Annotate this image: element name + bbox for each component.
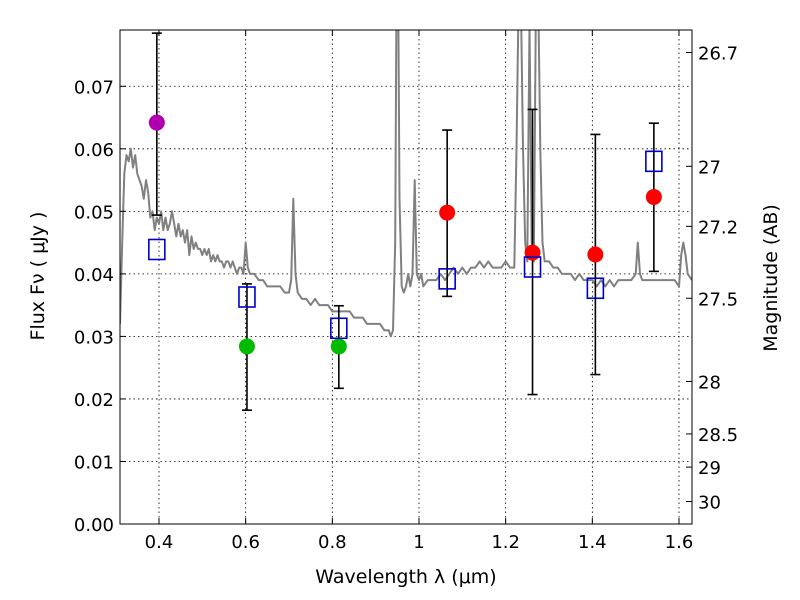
y-tick-label: 0.01: [74, 452, 114, 473]
y-axis-title: Flux Fν ( μJy ): [27, 212, 49, 341]
model-photometry-square: [238, 286, 256, 308]
y-tick-label: 0.05: [74, 202, 114, 223]
right-tick-label: 27: [698, 157, 721, 178]
y-tick-label: 0.02: [74, 390, 114, 411]
detection-point: [439, 204, 456, 221]
right-tick-label: 28.5: [698, 425, 738, 446]
model-photometry-square: [148, 238, 166, 261]
y-tick-label: 0.00: [74, 515, 114, 536]
detection-point: [645, 188, 662, 205]
model-photometry-square: [438, 268, 456, 290]
right-tick-label: 30: [698, 492, 721, 513]
x-tick-label: 0.8: [318, 532, 347, 553]
model-photometry-square: [523, 256, 542, 278]
right-tick-label: 28: [698, 372, 721, 393]
x-tick-label: 1.6: [665, 532, 694, 553]
model-photometry-square: [645, 150, 663, 173]
y-tick-label: 0.06: [74, 140, 114, 161]
right-tick-label: 27.5: [698, 289, 738, 310]
model-spectrum-line: [120, 30, 692, 338]
right-axis-ticks: 26.7 27 27.2 27.5 28 28.5 29 30: [686, 44, 738, 513]
right-tick-label: 29: [698, 458, 721, 479]
model-photometry-square: [330, 317, 348, 340]
plot-area: [120, 30, 692, 411]
x-tick-label: 0.4: [145, 532, 174, 553]
right-tick-label: 27.2: [698, 217, 738, 238]
x-tick-label: 0.6: [231, 532, 260, 553]
right-tick-label: 26.7: [698, 44, 738, 65]
right-axis-title: Magnitude (AB): [760, 204, 782, 352]
detection-point: [587, 246, 604, 263]
detection-point: [148, 114, 165, 131]
x-tick-label: 1.2: [491, 532, 520, 553]
plot-frame: [119, 29, 693, 525]
x-axis-ticks: 0.4 0.6 0.8 1 1.2 1.4 1.6: [145, 30, 694, 553]
detection-point: [330, 338, 347, 355]
detection-point: [524, 244, 541, 261]
y-tick-label: 0.07: [74, 77, 114, 98]
x-axis-title: Wavelength λ (μm): [315, 566, 496, 588]
grid-lines: [120, 30, 692, 524]
x-tick-label: 1: [413, 532, 424, 553]
y-axis-ticks: 0.00 0.01 0.02 0.03 0.04 0.05 0.06 0.07: [74, 77, 126, 536]
y-tick-label: 0.03: [74, 327, 114, 348]
x-tick-label: 1.4: [578, 532, 607, 553]
detection-point: [238, 338, 255, 355]
model-photometry-square: [586, 277, 605, 300]
y-tick-label: 0.04: [74, 265, 114, 286]
